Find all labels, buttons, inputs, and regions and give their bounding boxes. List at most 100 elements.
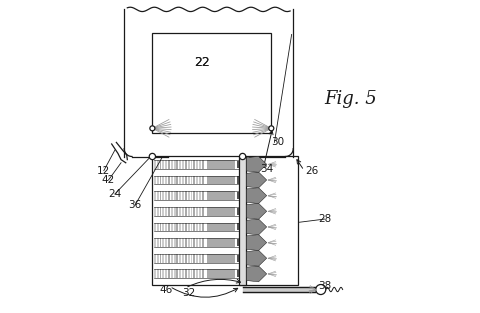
Bar [168, 176, 170, 184]
Bar [193, 191, 195, 200]
Bar [246, 177, 248, 183]
Bar [193, 269, 195, 278]
Bar [159, 223, 161, 231]
Text: 24: 24 [108, 189, 121, 199]
Bar [199, 176, 201, 184]
Bar [182, 238, 184, 247]
Bar [154, 223, 156, 231]
Circle shape [240, 153, 246, 160]
Bar [177, 207, 179, 216]
Bar [162, 254, 164, 263]
Bar [162, 269, 164, 278]
Bar [191, 160, 192, 169]
Bar [193, 160, 195, 169]
Bar [159, 269, 161, 278]
Bar [191, 191, 192, 200]
Bar [174, 207, 176, 216]
Bar [191, 207, 192, 216]
Circle shape [149, 153, 156, 160]
Bar [199, 238, 201, 247]
Text: 28: 28 [318, 214, 331, 224]
Bar [237, 223, 240, 230]
Bar [246, 208, 248, 215]
Bar [171, 176, 173, 184]
Text: 38: 38 [318, 281, 331, 291]
Bar [171, 207, 173, 216]
Bar [182, 223, 184, 231]
Text: 46: 46 [160, 285, 173, 295]
Bar [152, 33, 271, 133]
Polygon shape [246, 188, 267, 203]
Bar [179, 160, 181, 169]
Bar [168, 254, 170, 263]
Bar [246, 239, 248, 246]
Bar [202, 254, 204, 263]
Bar [174, 269, 176, 278]
Text: 22: 22 [194, 56, 210, 69]
Polygon shape [246, 250, 267, 266]
Bar [207, 207, 235, 216]
Text: 26: 26 [305, 166, 319, 176]
Bar [191, 238, 192, 247]
Bar [185, 223, 187, 231]
Polygon shape [246, 235, 267, 250]
Circle shape [150, 126, 155, 131]
Bar [237, 270, 240, 277]
Bar [246, 270, 248, 277]
Bar [179, 207, 181, 216]
Bar [157, 176, 158, 184]
Bar [246, 223, 248, 230]
Bar [241, 192, 244, 199]
Bar [159, 254, 161, 263]
Bar [177, 223, 179, 231]
Bar [207, 191, 235, 200]
Bar [185, 191, 187, 200]
Bar [188, 176, 190, 184]
Bar [174, 176, 176, 184]
Bar [188, 160, 190, 169]
Bar [237, 255, 240, 262]
Text: 12: 12 [97, 166, 110, 176]
Bar [207, 176, 235, 184]
Bar [165, 269, 167, 278]
Bar [154, 207, 156, 216]
Bar [196, 160, 198, 169]
Bar [182, 160, 184, 169]
Bar [185, 160, 187, 169]
Bar [157, 223, 158, 231]
Bar [185, 176, 187, 184]
Bar [193, 238, 195, 247]
Bar [188, 207, 190, 216]
Bar [152, 156, 298, 285]
Bar [177, 238, 179, 247]
Bar [199, 207, 201, 216]
Bar [154, 238, 156, 247]
Bar [207, 160, 235, 169]
Polygon shape [246, 266, 267, 282]
Bar [196, 191, 198, 200]
Bar [154, 176, 156, 184]
Bar [193, 207, 195, 216]
Bar [241, 208, 244, 215]
Bar [177, 191, 179, 200]
Bar [168, 160, 170, 169]
Bar [185, 238, 187, 247]
Bar [165, 254, 167, 263]
Bar [188, 254, 190, 263]
Bar [159, 207, 161, 216]
Bar [179, 238, 181, 247]
Bar [157, 160, 158, 169]
Bar [168, 269, 170, 278]
Bar [196, 223, 198, 231]
Bar [177, 160, 179, 169]
Bar [177, 269, 179, 278]
Bar [162, 160, 164, 169]
Bar [165, 223, 167, 231]
Bar [196, 176, 198, 184]
Bar [188, 238, 190, 247]
Polygon shape [246, 203, 267, 219]
Bar [159, 191, 161, 200]
Bar [191, 254, 192, 263]
Bar [162, 223, 164, 231]
Bar [241, 177, 244, 183]
